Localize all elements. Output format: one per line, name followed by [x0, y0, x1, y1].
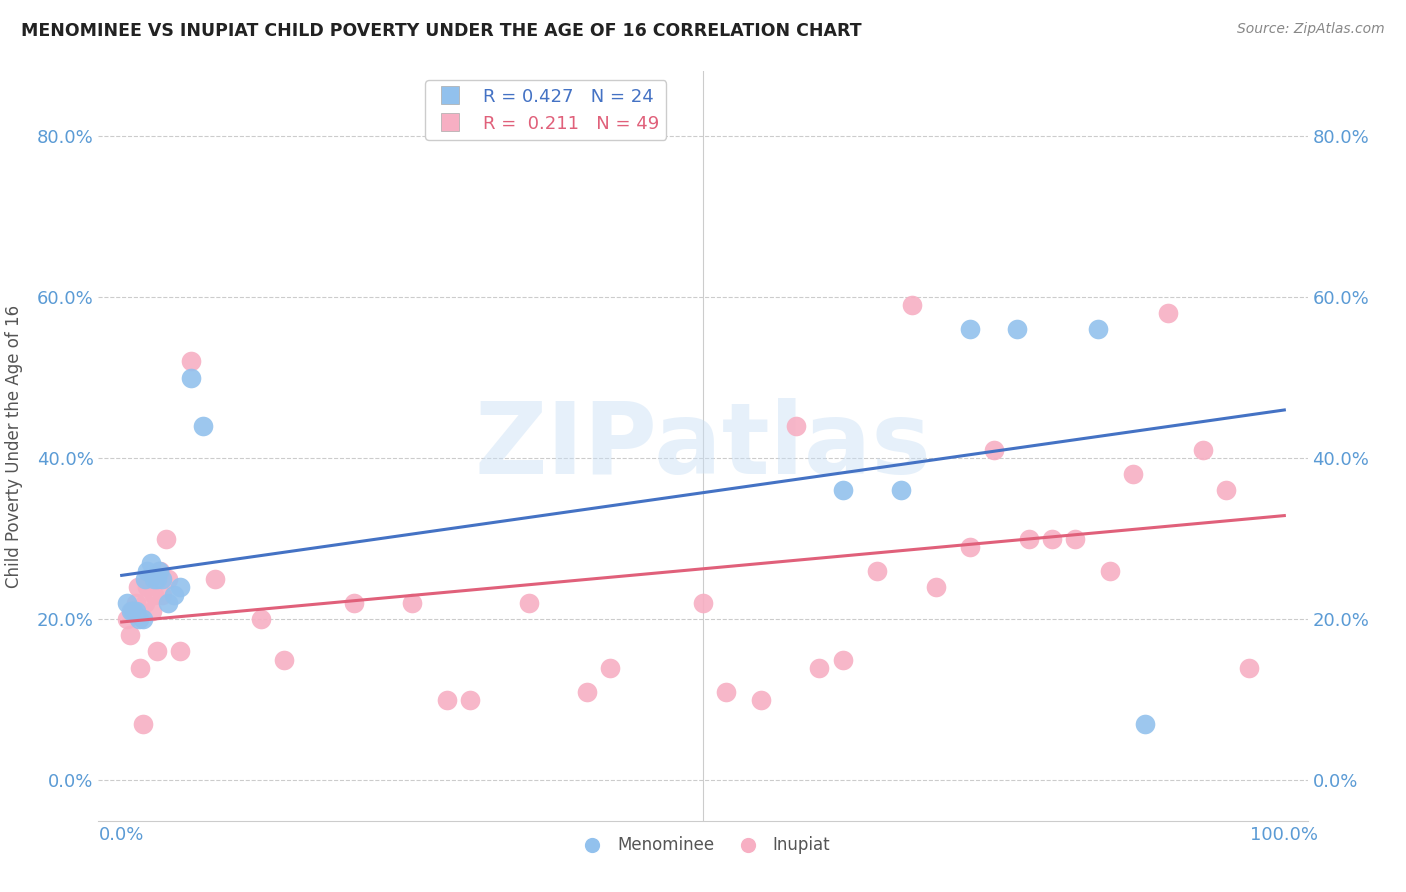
Point: [983, 443, 1005, 458]
Point: [149, 564, 172, 578]
Point: [136, 580, 159, 594]
Text: Source: ZipAtlas.com: Source: ZipAtlas.com: [1237, 22, 1385, 37]
Point: [1239, 660, 1261, 674]
Point: [118, 628, 141, 642]
Point: [131, 612, 153, 626]
Point: [273, 652, 295, 666]
Point: [901, 298, 924, 312]
Point: [169, 644, 191, 658]
Point: [866, 564, 889, 578]
Point: [180, 370, 202, 384]
Point: [1157, 306, 1180, 320]
Point: [136, 564, 159, 578]
Point: [157, 572, 180, 586]
Point: [127, 580, 149, 594]
Point: [157, 596, 180, 610]
Point: [145, 572, 167, 586]
Point: [117, 596, 139, 610]
Point: [1133, 717, 1156, 731]
Point: [460, 693, 482, 707]
Point: [517, 596, 540, 610]
Point: [1215, 483, 1237, 498]
Text: MENOMINEE VS INUPIAT CHILD POVERTY UNDER THE AGE OF 16 CORRELATION CHART: MENOMINEE VS INUPIAT CHILD POVERTY UNDER…: [21, 22, 862, 40]
Point: [959, 322, 981, 336]
Point: [128, 612, 150, 626]
Point: [1064, 532, 1087, 546]
Point: [1040, 532, 1063, 546]
Legend: Menominee, Inupiat: Menominee, Inupiat: [569, 830, 837, 861]
Point: [148, 564, 170, 578]
Point: [124, 596, 146, 610]
Point: [143, 572, 166, 586]
Point: [134, 596, 156, 610]
Point: [129, 660, 152, 674]
Point: [1018, 532, 1040, 546]
Point: [716, 684, 738, 698]
Point: [890, 483, 912, 498]
Point: [924, 580, 946, 594]
Point: [692, 596, 714, 610]
Point: [191, 418, 214, 433]
Point: [120, 604, 142, 618]
Point: [169, 580, 191, 594]
Point: [1192, 443, 1215, 458]
Point: [141, 604, 163, 618]
Point: [180, 354, 202, 368]
Point: [749, 693, 772, 707]
Point: [138, 572, 160, 586]
Y-axis label: Child Poverty Under the Age of 16: Child Poverty Under the Age of 16: [4, 304, 22, 588]
Point: [204, 572, 226, 586]
Point: [139, 556, 162, 570]
Point: [1098, 564, 1121, 578]
Point: [808, 660, 831, 674]
Point: [150, 588, 173, 602]
Point: [1122, 467, 1144, 482]
Point: [155, 532, 177, 546]
Point: [121, 604, 143, 618]
Point: [250, 612, 273, 626]
Point: [1087, 322, 1109, 336]
Point: [343, 596, 366, 610]
Point: [1005, 322, 1028, 336]
Point: [134, 572, 156, 586]
Point: [145, 644, 167, 658]
Point: [163, 588, 186, 602]
Point: [131, 717, 153, 731]
Point: [150, 572, 173, 586]
Point: [143, 588, 166, 602]
Point: [831, 483, 853, 498]
Point: [122, 604, 145, 618]
Point: [124, 604, 146, 618]
Point: [959, 540, 981, 554]
Point: [831, 652, 853, 666]
Point: [785, 418, 807, 433]
Point: [436, 693, 458, 707]
Point: [575, 684, 598, 698]
Point: [401, 596, 423, 610]
Point: [599, 660, 621, 674]
Point: [117, 612, 139, 626]
Text: ZIPatlas: ZIPatlas: [475, 398, 931, 494]
